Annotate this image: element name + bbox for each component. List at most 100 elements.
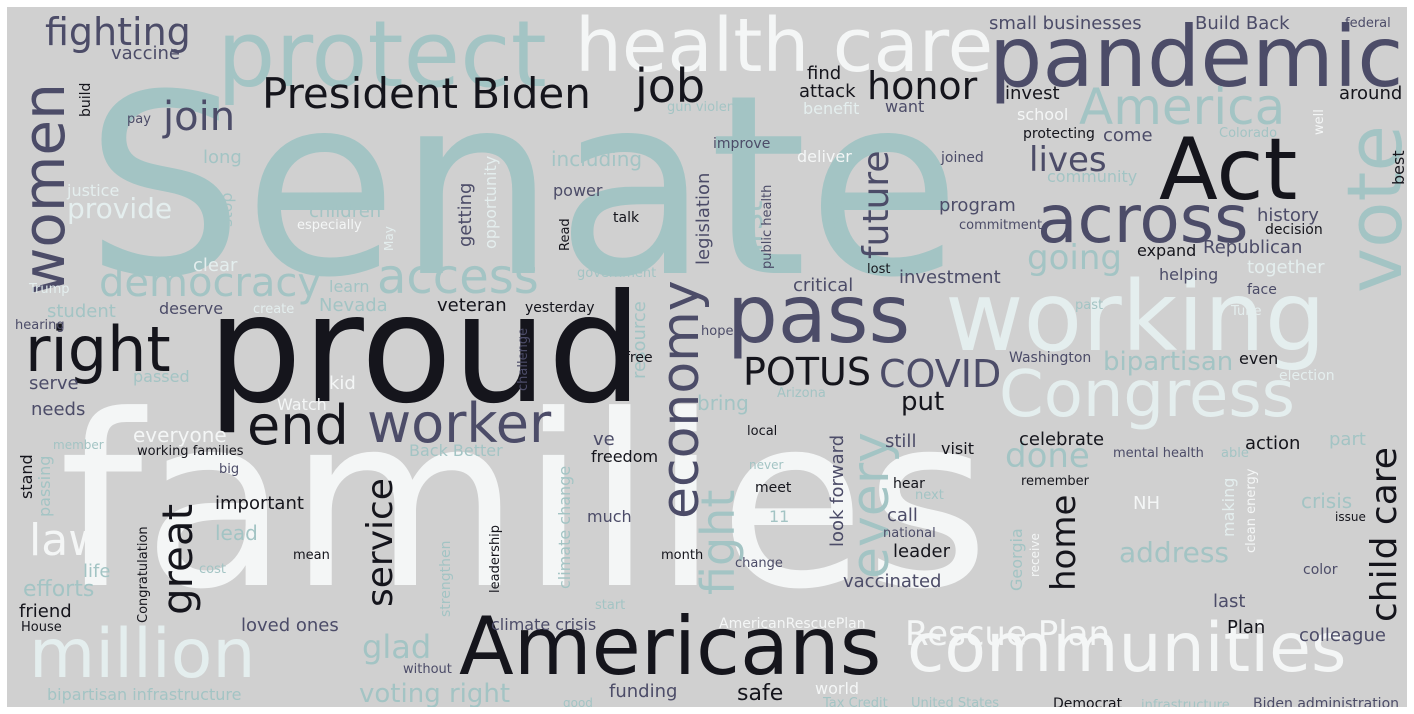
word: Build Back — [1195, 13, 1290, 34]
word: health care — [575, 7, 994, 89]
word: home — [1044, 494, 1084, 591]
word: improve — [713, 136, 771, 152]
word: pandemic — [989, 8, 1404, 106]
word: done — [1005, 436, 1090, 476]
word: mean — [293, 548, 330, 563]
word: protecting — [1023, 126, 1095, 142]
word: decision — [1265, 222, 1323, 238]
word: freedom — [591, 447, 659, 466]
word: honor — [867, 64, 978, 108]
word: invest — [1005, 83, 1060, 104]
word: Act — [1159, 120, 1298, 220]
word: lives — [1029, 140, 1107, 180]
word: hope — [701, 324, 734, 339]
word: Watch — [277, 395, 327, 414]
word: celebrate — [1019, 429, 1105, 450]
word: strengthen — [438, 540, 454, 617]
word: future — [856, 150, 897, 259]
word: end — [247, 394, 349, 457]
word: 11 — [769, 507, 790, 526]
word: fighting — [45, 10, 191, 54]
word: funding — [609, 681, 678, 702]
word: COVID — [879, 352, 1002, 396]
word: critical — [793, 275, 854, 296]
word: visit — [941, 439, 974, 458]
word: May — [382, 226, 396, 251]
word: color — [1303, 562, 1338, 578]
word: member — [53, 438, 104, 452]
word: learn — [329, 277, 370, 296]
word: election — [1279, 368, 1335, 384]
word: Georgia — [1007, 528, 1026, 591]
word: able — [1221, 446, 1249, 461]
word: mental health — [1113, 446, 1204, 461]
word: United States — [911, 696, 1000, 707]
word-cloud: Senate families proud protect pandemic h… — [7, 7, 1407, 707]
word: federal — [1345, 16, 1391, 31]
word: including — [551, 147, 643, 171]
word: helping — [1159, 265, 1219, 284]
word: bring — [697, 391, 749, 415]
word: even — [1239, 349, 1279, 368]
word: voting right — [359, 679, 511, 707]
word: stop — [217, 192, 236, 227]
word: find — [807, 63, 842, 84]
word: start — [595, 598, 626, 613]
word: women — [10, 83, 78, 295]
word: big — [219, 462, 240, 477]
word: friend — [19, 601, 72, 622]
word: getting — [455, 182, 476, 247]
word: receive — [1028, 533, 1042, 577]
word: important — [215, 493, 304, 514]
word: passing — [35, 455, 54, 517]
word: Tax Credit — [823, 696, 888, 707]
word: safe — [737, 681, 784, 706]
word: worker — [367, 392, 552, 455]
word: kid — [329, 373, 356, 394]
word: around — [1339, 83, 1403, 104]
word: loved ones — [241, 615, 339, 636]
word: infrastructure — [1141, 698, 1230, 707]
word: stand — [17, 454, 36, 499]
word: investment — [899, 267, 1001, 288]
word: next — [915, 488, 944, 503]
word: Tune — [1231, 304, 1262, 319]
word: Read — [558, 218, 573, 251]
word: meet — [755, 480, 792, 496]
word: Democrat — [1053, 696, 1123, 707]
word: Congratulation — [136, 526, 151, 623]
word: vaccinated — [843, 571, 942, 592]
word: access — [377, 249, 539, 305]
word: commitment — [959, 218, 1043, 233]
word: protect — [217, 7, 547, 108]
word: national — [883, 526, 936, 541]
word: good — [563, 696, 593, 707]
word: part — [1329, 429, 1366, 450]
word: million — [29, 615, 256, 694]
word: want — [885, 97, 925, 116]
word: yesterday — [525, 300, 595, 316]
word: Congress — [999, 358, 1295, 432]
word: children — [309, 201, 382, 222]
word: joined — [941, 150, 984, 166]
word: colleague — [1299, 625, 1386, 646]
word: passed — [133, 367, 190, 386]
word: life — [83, 561, 111, 582]
word: resource — [629, 301, 650, 379]
word: public health — [760, 184, 775, 269]
word: democracy — [99, 260, 322, 306]
word: without — [403, 662, 452, 677]
word: best — [1389, 150, 1407, 185]
word: AmericanRescuePlan — [719, 616, 866, 632]
word: change — [735, 556, 783, 571]
word: look forward — [827, 434, 848, 547]
word: government — [577, 266, 657, 281]
word: together — [1247, 257, 1325, 278]
word: glad — [362, 628, 432, 666]
word: address — [1119, 536, 1230, 569]
word: Trump — [29, 282, 70, 297]
word: action — [1245, 433, 1301, 454]
word: cost — [199, 562, 226, 577]
word: years — [827, 200, 846, 245]
word: call — [887, 505, 918, 526]
